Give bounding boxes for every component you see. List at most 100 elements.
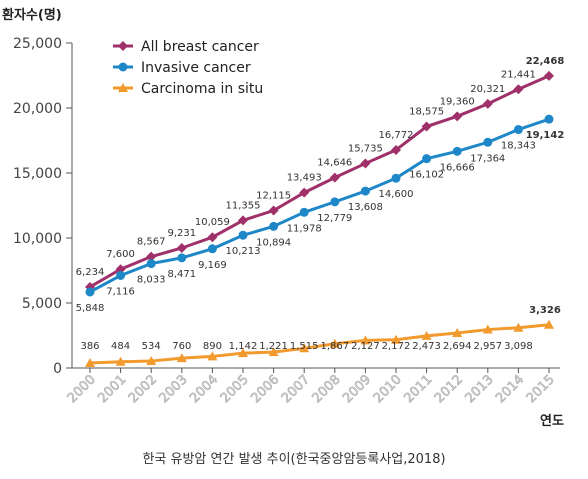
- data-point: [268, 205, 279, 216]
- data-point: [268, 347, 279, 357]
- data-point: [115, 356, 126, 366]
- data-point: [115, 264, 126, 275]
- data-point: [483, 137, 493, 147]
- data-point: [391, 173, 401, 183]
- data-point: [329, 172, 340, 183]
- x-tick-label: 2006: [248, 372, 282, 406]
- data-label: 15,735: [348, 143, 383, 154]
- data-label: 16,772: [379, 130, 414, 141]
- data-label: 2,473: [412, 341, 441, 352]
- data-point: [360, 335, 371, 345]
- data-label: 11,978: [287, 223, 322, 234]
- data-point: [238, 230, 248, 240]
- x-tick-label: 2013: [463, 372, 497, 406]
- data-label: 1,515: [290, 341, 319, 352]
- x-tick-label: 2008: [310, 372, 344, 406]
- data-label: 1,221: [259, 341, 288, 352]
- data-point: [452, 327, 463, 337]
- series-line: [89, 323, 550, 365]
- data-label: 3,098: [504, 341, 533, 352]
- data-label: 16,102: [409, 170, 444, 181]
- x-tick-label: 2015: [524, 372, 558, 406]
- data-point: [146, 356, 157, 366]
- data-point: [452, 111, 463, 122]
- data-label: 13,608: [348, 202, 383, 213]
- data-point: [513, 125, 523, 135]
- data-label: 14,646: [317, 158, 352, 169]
- data-label: 2,127: [351, 341, 380, 352]
- data-point: [238, 348, 248, 358]
- data-label: 2,694: [443, 341, 472, 352]
- x-tick-label: 2000: [65, 372, 99, 406]
- data-label: 6,234: [76, 267, 105, 278]
- data-point: [146, 251, 157, 262]
- data-label: 534: [142, 341, 161, 352]
- data-label: 5,848: [76, 303, 105, 314]
- data-label: 20,321: [470, 84, 505, 95]
- data-point: [421, 121, 432, 132]
- data-point: [207, 244, 217, 254]
- x-tick-label: 2001: [95, 372, 129, 406]
- x-tick-label: 2004: [187, 372, 221, 406]
- data-label: 1,867: [320, 341, 349, 352]
- data-label: 760: [172, 341, 191, 352]
- legend-label: All breast cancer: [141, 39, 259, 55]
- data-point: [330, 197, 340, 207]
- data-point: [116, 270, 126, 280]
- data-label: 11,355: [226, 200, 261, 211]
- x-tick-label: 2007: [279, 372, 313, 406]
- data-label: 12,115: [256, 191, 291, 202]
- x-tick-label: 2003: [157, 372, 191, 406]
- x-tick-label: 2009: [340, 372, 374, 406]
- data-point: [299, 207, 309, 217]
- data-point: [299, 343, 310, 353]
- line-chart: 0 5,000 10,000 15,000 20,000 25,000 환자수(명) 2000…: [2, 7, 565, 429]
- data-point: [360, 186, 370, 196]
- data-point: [544, 319, 554, 329]
- data-label: 3,326: [529, 305, 561, 316]
- data-label: 19,360: [440, 96, 475, 107]
- x-tick-label: 2005: [218, 372, 252, 406]
- data-label: 12,779: [317, 213, 352, 224]
- data-point: [544, 114, 554, 124]
- y-axis-title: 환자수(명): [2, 7, 62, 23]
- legend-marker: [118, 62, 128, 72]
- data-point: [422, 154, 432, 164]
- y-tick-label: 0: [53, 361, 62, 377]
- data-label: 18,575: [409, 107, 444, 118]
- y-tick-label: 5,000: [22, 296, 62, 312]
- data-point: [482, 324, 493, 334]
- data-point: [85, 287, 95, 297]
- data-point: [207, 232, 218, 243]
- data-label: 10,059: [195, 217, 230, 228]
- data-label: 484: [111, 341, 130, 352]
- data-label: 9,231: [167, 228, 196, 239]
- y-tick-label: 15,000: [13, 166, 62, 182]
- y-tick-label: 20,000: [13, 101, 62, 117]
- data-label: 2,172: [382, 341, 411, 352]
- x-axis-title: 연도: [540, 414, 564, 429]
- data-label: 14,600: [379, 189, 414, 200]
- x-tick-label: 2012: [432, 372, 466, 406]
- y-tick-label: 25,000: [13, 36, 62, 52]
- y-tick-label: 10,000: [13, 231, 62, 247]
- data-point: [207, 351, 218, 361]
- data-label: 9,169: [198, 260, 227, 271]
- data-label: 19,142: [526, 130, 565, 141]
- series-line: [89, 74, 550, 289]
- x-tick-label: 2002: [126, 372, 160, 406]
- data-point: [238, 215, 248, 226]
- data-point: [421, 330, 432, 340]
- data-label: 10,894: [256, 237, 291, 248]
- data-label: 8,033: [137, 275, 166, 286]
- data-point: [176, 242, 187, 253]
- data-label: 22,468: [526, 56, 565, 67]
- data-label: 7,600: [106, 249, 135, 260]
- data-label: 2,957: [473, 341, 502, 352]
- data-point: [146, 259, 156, 269]
- data-point: [360, 158, 371, 169]
- data-label: 8,567: [137, 237, 166, 248]
- x-tick-label: 2010: [371, 372, 405, 406]
- data-point: [269, 221, 279, 231]
- legend-marker: [118, 41, 128, 51]
